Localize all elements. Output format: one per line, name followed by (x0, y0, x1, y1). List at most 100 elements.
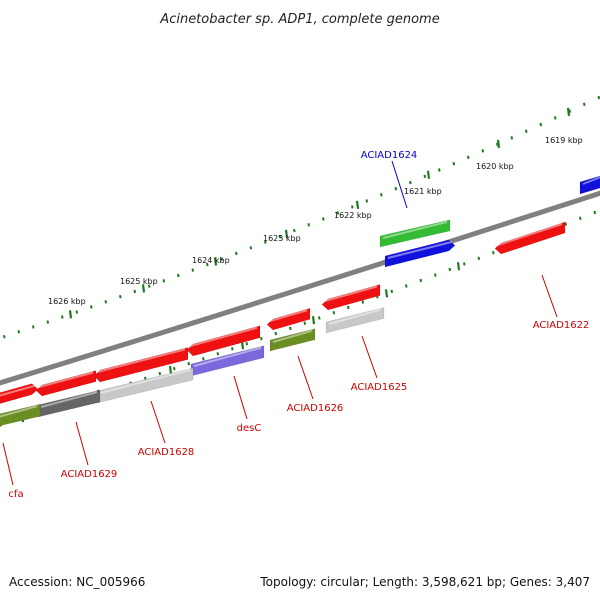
ruler-minor-tick (220, 257, 224, 261)
gene-label-cfa: cfa (8, 489, 23, 500)
ruler-minor-tick (61, 315, 64, 319)
ruler-minor-tick (293, 228, 296, 233)
ruler-minor-tick (390, 289, 394, 294)
gene-highlight (497, 223, 563, 246)
gene-highlight (96, 348, 186, 373)
gene-label-aciad1625: ACIAD1625 (351, 382, 408, 393)
ruler-minor-tick (322, 217, 325, 221)
connector-aciad1628 (150, 400, 166, 444)
tick-label-1623: 1623 kbp (263, 234, 301, 243)
ruler-minor-tick (216, 352, 220, 356)
ruler-minor-tick (332, 311, 336, 315)
ruler-minor-tick (496, 142, 499, 147)
ruler-major-tick (566, 107, 571, 116)
gene-aciad1624-blue (384, 239, 456, 268)
gene-highlight (324, 285, 378, 302)
ruler-major-tick (355, 200, 360, 210)
connector-desc (233, 375, 248, 420)
ruler-major-tick (384, 289, 389, 298)
ruler-major-tick (311, 315, 316, 325)
ruler-minor-tick (481, 149, 485, 153)
gene-features (0, 175, 600, 427)
gene-red-small (266, 307, 311, 331)
ruler-minor-tick (3, 334, 6, 339)
connector-aciad1622 (541, 274, 558, 318)
gene-aciad1626 (269, 328, 316, 352)
ruler-minor-tick (583, 102, 586, 107)
gene-highlight (193, 346, 262, 367)
tick-label-1624: 1624 kbp (192, 256, 230, 265)
ruler-minor-tick (162, 279, 166, 283)
ruler-minor-tick (90, 305, 93, 309)
ruler-minor-tick (597, 95, 600, 100)
ruler-minor-tick (336, 211, 340, 215)
gene-label-aciad1624: ACIAD1624 (361, 150, 418, 161)
ruler-minor-tick (191, 268, 195, 272)
connector-aciad1626 (297, 355, 314, 400)
accession-text: Accession: NC_005966 (9, 575, 145, 589)
gene-blue-edge (579, 175, 600, 195)
ruler-minor-tick (463, 262, 466, 266)
ruler-minor-tick (525, 129, 528, 133)
ruler-minor-tick (303, 321, 307, 325)
ruler-minor-tick (104, 300, 108, 304)
ruler-major-tick (168, 365, 173, 375)
gene-highlight (269, 309, 308, 322)
ruler-minor-tick (568, 109, 572, 113)
ruler-minor-tick (579, 216, 582, 220)
ruler-minor-tick (75, 310, 79, 314)
ruler-minor-tick (274, 331, 278, 336)
ruler-minor-tick (564, 222, 568, 226)
tick-label-1620: 1620 kbp (476, 162, 514, 171)
gene-label-aciad1628: ACIAD1628 (138, 447, 195, 458)
gene-cfa (0, 403, 41, 427)
tick-label-1625: 1625 kbp (120, 277, 158, 286)
tick-label-1626: 1626 kbp (48, 297, 86, 306)
ruler-minor-tick (249, 246, 253, 250)
ruler-minor-tick (554, 116, 557, 120)
ruler-minor-tick (289, 326, 292, 331)
ruler-minor-tick (32, 325, 35, 329)
map-title: Acinetobacter sp. ADP1, complete genome (159, 12, 439, 27)
ruler-minor-tick (158, 371, 162, 376)
ruler-minor-tick (452, 161, 456, 166)
connector-aciad1625 (361, 335, 378, 379)
tick-label-1622: 1622 kbp (334, 211, 372, 220)
gene-highlight (38, 371, 94, 388)
ruler-minor-tick (318, 316, 321, 320)
gene-highlight (189, 326, 258, 347)
ruler-minor-tick (419, 278, 423, 283)
ruler-minor-tick (245, 342, 249, 346)
ruler-minor-tick (119, 294, 122, 299)
gene-highlight (272, 329, 313, 343)
ruler-minor-tick (365, 199, 369, 203)
ruler-major-tick (213, 257, 218, 266)
ruler-minor-tick (206, 262, 209, 267)
ruler-minor-tick (380, 193, 383, 197)
ruler-minor-tick (434, 273, 437, 277)
gene-aciad1625 (325, 307, 385, 334)
ruler-minor-tick (539, 122, 543, 127)
ruler-minor-tick (278, 234, 282, 239)
gene-label-aciad1629: ACIAD1629 (61, 469, 118, 480)
ruler-minor-tick (46, 320, 50, 324)
ruler-minor-tick (202, 357, 205, 361)
ruler-minor-tick (148, 284, 151, 288)
ruler-minor-tick (394, 187, 398, 191)
ruler-minor-tick (173, 366, 176, 371)
tick-label-1621: 1621 kbp (404, 187, 442, 196)
gene-red-upper (321, 284, 381, 311)
ruler-minor-tick (361, 300, 365, 304)
ruler-minor-tick (492, 251, 495, 255)
ruler-minor-tick (423, 174, 427, 178)
gene-highlight (0, 405, 38, 418)
connector-aciad1624 (391, 160, 408, 209)
connector-aciad1629 (75, 421, 89, 466)
gene-label-aciad1622: ACIAD1622 (533, 320, 590, 331)
gene-highlight (40, 391, 98, 408)
gene-aciad1624-green (379, 219, 451, 248)
ruler-minor-tick (231, 347, 234, 351)
ruler-minor-tick (133, 289, 137, 294)
genome-backbone (0, 190, 600, 386)
